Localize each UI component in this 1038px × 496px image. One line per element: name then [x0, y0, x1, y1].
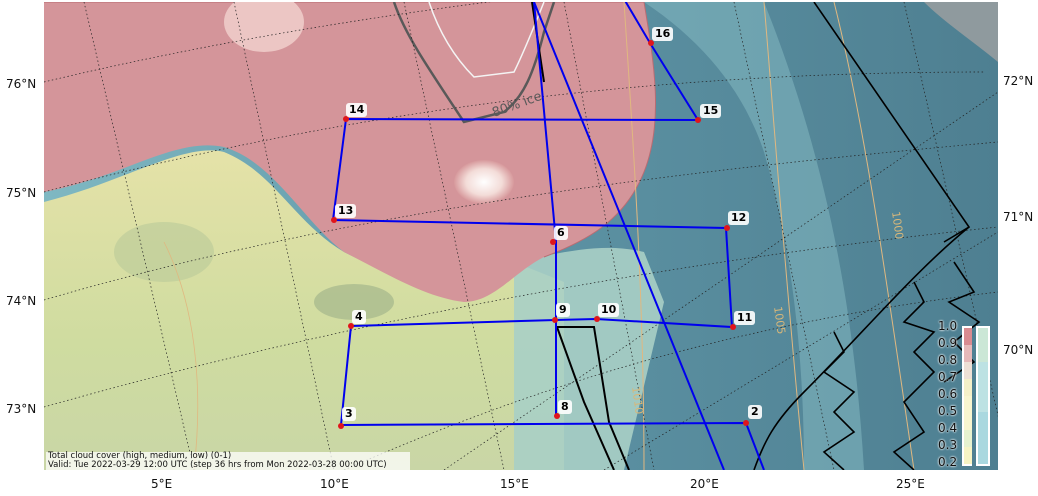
colorbar-tick: 0.8	[938, 353, 958, 367]
coastline	[753, 2, 981, 470]
isobar-label-1005: 1005	[771, 306, 788, 336]
lon-label: 15°E	[500, 477, 529, 491]
lon-label: 20°E	[690, 477, 719, 491]
lat-label-left: 76°N	[6, 77, 37, 91]
lat-label-left: 74°N	[6, 294, 37, 308]
waypoint-label[interactable]: 9	[556, 303, 570, 317]
lat-label-right: 70°N	[1003, 343, 1034, 357]
ice-edge-line	[392, 2, 556, 124]
waypoint-4-marker	[348, 323, 354, 329]
waypoint-label[interactable]: 6	[554, 226, 568, 240]
waypoint-9-marker	[552, 317, 558, 323]
waypoint-label[interactable]: 4	[352, 310, 366, 324]
lat-label-right: 72°N	[1003, 74, 1034, 88]
waypoint-8-marker	[554, 413, 560, 419]
waypoint-label[interactable]: 8	[558, 400, 572, 414]
waypoint-label[interactable]: 3	[342, 407, 356, 421]
waypoint-label[interactable]: 13	[335, 204, 357, 218]
waypoint-14-marker	[343, 116, 349, 122]
map-frame[interactable]: 80% ice 1000 1005 1010 2 3 4 6 8 9 10 11…	[44, 2, 998, 470]
lat-label-right: 71°N	[1003, 210, 1034, 224]
waypoint-label[interactable]: 12	[728, 211, 750, 225]
waypoint-3-marker	[338, 423, 344, 429]
waypoint-15-marker	[695, 117, 701, 123]
lon-label: 10°E	[320, 477, 349, 491]
waypoint-6-marker	[550, 239, 556, 245]
colorbar-tick: 0.9	[938, 336, 958, 350]
waypoint-2-marker	[743, 420, 749, 426]
waypoint-13-marker	[331, 217, 337, 223]
lat-label-left: 75°N	[6, 186, 37, 200]
waypoint-11-marker	[730, 324, 736, 330]
colorbar-tick: 0.4	[938, 421, 958, 435]
isobar-label-1000: 1000	[889, 211, 906, 241]
waypoint-10-marker	[594, 316, 600, 322]
lon-label: 25°E	[896, 477, 925, 491]
colorbar-tick: 0.6	[938, 387, 958, 401]
waypoint-markers	[331, 40, 749, 429]
colorbar-tick: 1.0	[938, 319, 958, 333]
isobar-label-1010: 1010	[629, 386, 646, 416]
waypoint-12-marker	[724, 225, 730, 231]
colorbar-tick: 0.5	[938, 404, 958, 418]
waypoint-label[interactable]: 15	[700, 104, 722, 118]
info-line-1: Total cloud cover (high, medium, low) (0…	[48, 451, 232, 461]
map-info-box: Total cloud cover (high, medium, low) (0…	[46, 452, 410, 470]
waypoint-label[interactable]: 10	[598, 303, 620, 317]
waypoint-label[interactable]: 16	[652, 27, 674, 41]
colorbar-tick: 0.3	[938, 438, 958, 452]
map-canvas: 80% ice 1000 1005 1010	[44, 2, 998, 470]
colorbar-tick: 0.7	[938, 370, 958, 384]
waypoint-label[interactable]: 14	[346, 103, 368, 117]
lat-label-left: 73°N	[6, 402, 37, 416]
waypoint-label[interactable]: 11	[734, 311, 756, 325]
colorbar	[962, 326, 990, 466]
info-line-2: Valid: Tue 2022-03-29 12:00 UTC (step 36…	[48, 460, 387, 470]
waypoint-label[interactable]: 2	[748, 405, 762, 419]
cloud-field-high	[44, 2, 656, 302]
colorbar-tick: 0.2	[938, 455, 958, 469]
lon-label: 5°E	[151, 477, 173, 491]
waypoint-16-marker	[648, 40, 654, 46]
